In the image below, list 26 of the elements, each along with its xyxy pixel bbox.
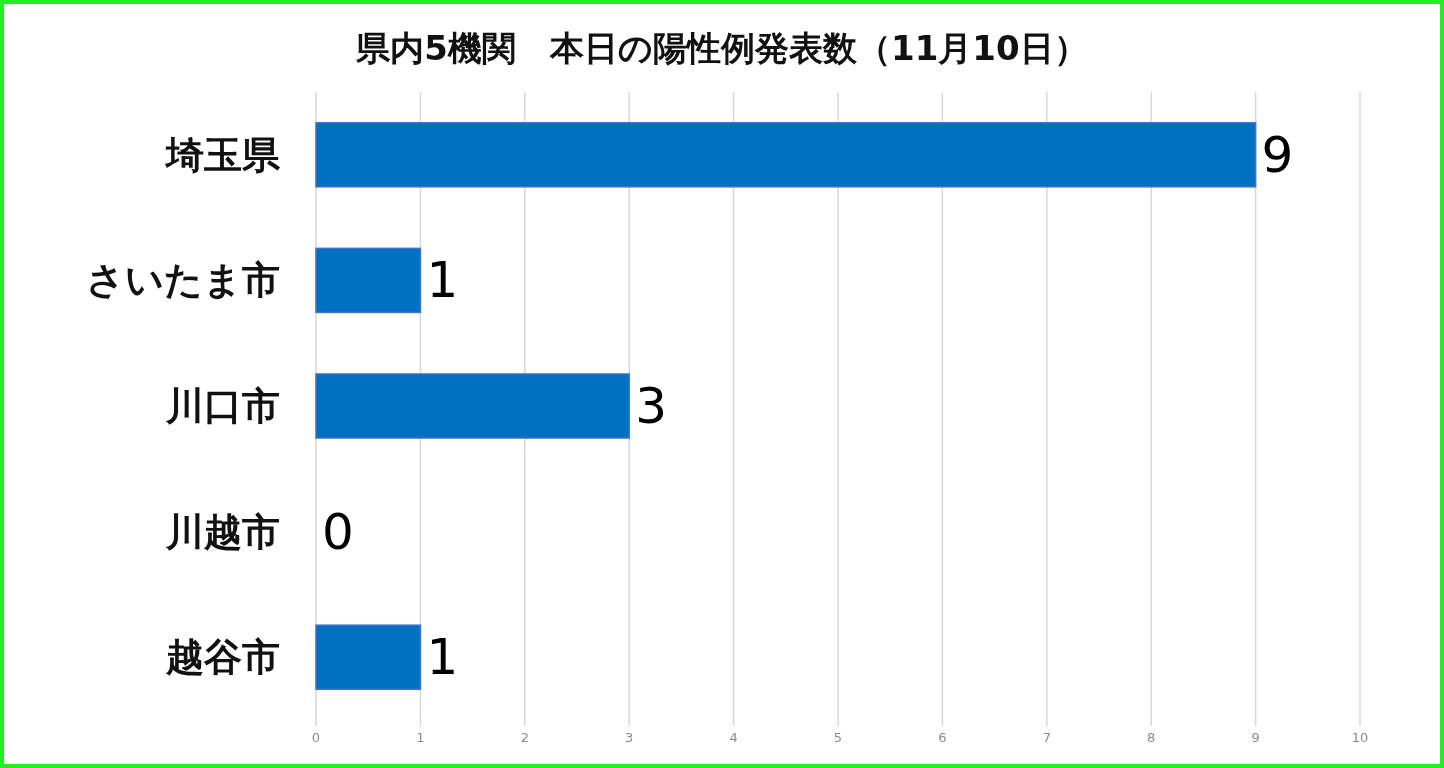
x-tick-label: 0 [311,730,321,745]
y-tick-label: 川口市 [165,384,280,428]
bar [315,247,422,314]
data-label: 3 [635,377,668,435]
x-tick-label: 9 [1251,730,1260,745]
x-tick-label: 5 [833,730,843,745]
y-tick-label: 埼玉県 [164,132,281,177]
chart-title: 県内5機関 本日の陽性例発表数（11月10日） [355,28,1088,68]
bar [315,122,1257,188]
data-label: 1 [426,628,459,687]
x-tick-label: 4 [729,730,738,745]
y-tick-label: 越谷市 [165,635,280,680]
x-tick-label: 6 [938,730,947,745]
data-label: 1 [426,251,459,310]
x-tick-label: 8 [1147,730,1156,745]
bar [315,373,630,439]
y-tick-label: 川越市 [165,509,280,554]
x-tick-label: 10 [1351,730,1369,745]
x-tick-label: 2 [520,730,529,745]
bar [315,624,422,690]
data-label: 9 [1261,125,1294,184]
x-tick-label: 3 [625,730,634,745]
x-tick-label: 1 [416,730,425,745]
data-label: 0 [322,502,354,561]
y-tick-label: さいたま市 [86,258,280,303]
x-tick-label: 7 [1042,730,1051,745]
